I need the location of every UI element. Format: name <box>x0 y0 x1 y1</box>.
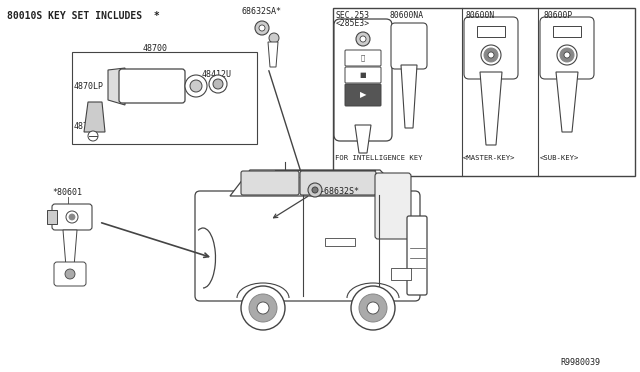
Text: -68632S*: -68632S* <box>320 187 360 196</box>
Bar <box>325 238 355 246</box>
FancyBboxPatch shape <box>241 171 299 195</box>
Text: 48700: 48700 <box>143 44 168 53</box>
Circle shape <box>209 75 227 93</box>
Circle shape <box>255 21 269 35</box>
Text: 80600N: 80600N <box>466 11 495 20</box>
Circle shape <box>351 286 395 330</box>
FancyBboxPatch shape <box>52 204 92 230</box>
Circle shape <box>359 294 387 322</box>
Circle shape <box>488 52 494 58</box>
Circle shape <box>356 32 370 46</box>
FancyBboxPatch shape <box>540 17 594 79</box>
Text: *80601: *80601 <box>52 188 82 197</box>
Text: <SUB-KEY>: <SUB-KEY> <box>540 155 579 161</box>
Bar <box>72 52 257 144</box>
Circle shape <box>249 294 277 322</box>
Circle shape <box>308 183 322 197</box>
Circle shape <box>312 187 318 193</box>
Text: SEC.253: SEC.253 <box>336 11 370 20</box>
Polygon shape <box>108 68 125 105</box>
FancyBboxPatch shape <box>334 19 392 141</box>
Text: ■: ■ <box>360 72 366 78</box>
Polygon shape <box>230 170 405 196</box>
Text: FOR INTELLIGENCE KEY: FOR INTELLIGENCE KEY <box>335 155 422 161</box>
Circle shape <box>557 45 577 65</box>
Circle shape <box>88 131 98 141</box>
Circle shape <box>269 33 279 43</box>
Circle shape <box>259 25 265 31</box>
Bar <box>391 268 411 280</box>
Text: ▶: ▶ <box>360 90 366 99</box>
Circle shape <box>367 302 379 314</box>
Bar <box>333 8 635 176</box>
FancyBboxPatch shape <box>54 262 86 286</box>
Circle shape <box>257 302 269 314</box>
Text: 80010S KEY SET INCLUDES  *: 80010S KEY SET INCLUDES * <box>7 11 160 21</box>
Circle shape <box>560 48 574 62</box>
Circle shape <box>190 80 202 92</box>
Circle shape <box>185 75 207 97</box>
Bar <box>553 26 581 37</box>
Text: 4870LP: 4870LP <box>74 82 104 91</box>
Circle shape <box>241 286 285 330</box>
FancyBboxPatch shape <box>407 216 427 295</box>
Polygon shape <box>355 125 371 153</box>
Circle shape <box>360 36 366 42</box>
FancyBboxPatch shape <box>345 50 381 66</box>
Polygon shape <box>480 72 502 145</box>
Text: 48412U: 48412U <box>202 70 232 79</box>
Polygon shape <box>268 42 278 67</box>
Text: 80600P: 80600P <box>543 11 572 20</box>
Circle shape <box>564 52 570 58</box>
Text: 68632SA*: 68632SA* <box>242 7 282 16</box>
FancyBboxPatch shape <box>464 17 518 79</box>
FancyBboxPatch shape <box>345 84 381 106</box>
Text: 48700A: 48700A <box>74 122 104 131</box>
FancyBboxPatch shape <box>391 23 427 69</box>
Circle shape <box>66 211 78 223</box>
Text: 🔒: 🔒 <box>361 55 365 61</box>
Polygon shape <box>47 210 57 224</box>
FancyBboxPatch shape <box>375 173 411 239</box>
Polygon shape <box>401 65 417 128</box>
Circle shape <box>484 48 498 62</box>
Polygon shape <box>556 72 578 132</box>
FancyBboxPatch shape <box>345 67 381 83</box>
Polygon shape <box>84 102 105 132</box>
FancyBboxPatch shape <box>300 171 376 195</box>
Bar <box>477 26 505 37</box>
Circle shape <box>69 214 75 220</box>
Text: 80600NA: 80600NA <box>390 11 424 20</box>
Text: <285E3>: <285E3> <box>336 19 370 28</box>
Text: <MASTER-KEY>: <MASTER-KEY> <box>463 155 515 161</box>
Circle shape <box>65 269 75 279</box>
Text: R9980039: R9980039 <box>560 358 600 367</box>
Circle shape <box>481 45 501 65</box>
FancyBboxPatch shape <box>195 191 420 301</box>
Circle shape <box>213 79 223 89</box>
FancyBboxPatch shape <box>119 69 185 103</box>
Polygon shape <box>63 230 77 267</box>
